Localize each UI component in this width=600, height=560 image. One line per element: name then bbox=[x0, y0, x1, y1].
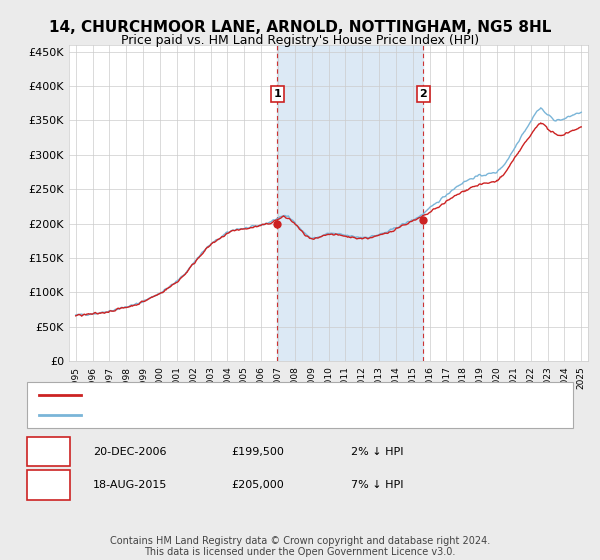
Text: Contains HM Land Registry data © Crown copyright and database right 2024.
This d: Contains HM Land Registry data © Crown c… bbox=[110, 535, 490, 557]
Text: 20-DEC-2006: 20-DEC-2006 bbox=[93, 447, 167, 457]
Text: 14, CHURCHMOOR LANE, ARNOLD, NOTTINGHAM, NG5 8HL (detached house): 14, CHURCHMOOR LANE, ARNOLD, NOTTINGHAM,… bbox=[90, 390, 493, 400]
Bar bbox=[277, 45, 424, 361]
Text: 18-AUG-2015: 18-AUG-2015 bbox=[93, 480, 167, 490]
Text: 2% ↓ HPI: 2% ↓ HPI bbox=[351, 447, 404, 457]
Text: 2: 2 bbox=[44, 478, 53, 492]
Text: 14, CHURCHMOOR LANE, ARNOLD, NOTTINGHAM, NG5 8HL: 14, CHURCHMOOR LANE, ARNOLD, NOTTINGHAM,… bbox=[49, 20, 551, 35]
Text: 2: 2 bbox=[419, 89, 427, 99]
Text: £199,500: £199,500 bbox=[231, 447, 284, 457]
Text: Price paid vs. HM Land Registry's House Price Index (HPI): Price paid vs. HM Land Registry's House … bbox=[121, 34, 479, 46]
Text: 1: 1 bbox=[44, 445, 53, 459]
Text: 7% ↓ HPI: 7% ↓ HPI bbox=[351, 480, 404, 490]
Text: 1: 1 bbox=[274, 89, 281, 99]
Text: £205,000: £205,000 bbox=[231, 480, 284, 490]
Text: HPI: Average price, detached house, Gedling: HPI: Average price, detached house, Gedl… bbox=[90, 410, 323, 420]
